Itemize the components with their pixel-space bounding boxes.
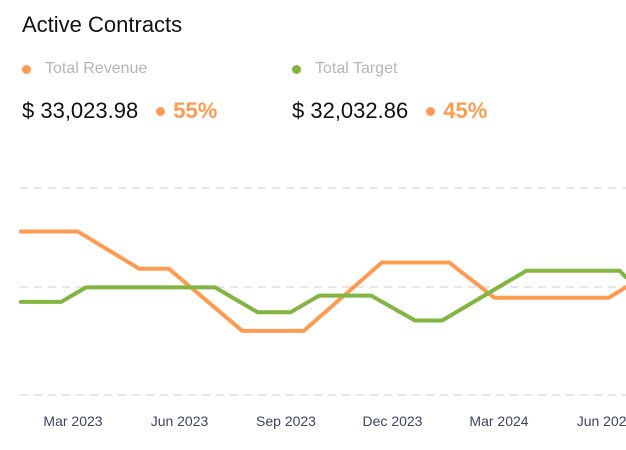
x-tick-label: Sep 2023 xyxy=(256,413,316,429)
x-tick-label: Jun 2023 xyxy=(151,413,209,429)
revenue-percent: 55% xyxy=(173,98,218,123)
legend-item-revenue[interactable]: Total Revenue xyxy=(22,60,147,78)
x-tick-label: Dec 2023 xyxy=(363,413,423,429)
legend-label: Total Target xyxy=(315,60,398,77)
legend-label: Total Revenue xyxy=(45,60,148,77)
revenue-value: $ 33,023.98 xyxy=(22,98,139,123)
target-dot-icon xyxy=(292,64,301,74)
target-percent: 45% xyxy=(443,98,488,123)
target-stat: $ 32,032.86 45% xyxy=(292,98,487,124)
series-line-1 xyxy=(18,268,626,323)
dot-icon xyxy=(156,106,166,116)
x-tick-label: Mar 2024 xyxy=(469,413,528,429)
revenue-dot-icon xyxy=(22,64,31,74)
dot-icon xyxy=(426,106,436,116)
series-line-0 xyxy=(18,229,626,333)
target-value: $ 32,032.86 xyxy=(292,98,409,123)
x-tick-label: Mar 2023 xyxy=(43,413,102,429)
x-tick-label: Jun 2024 xyxy=(577,413,626,429)
legend-item-target[interactable]: Total Target xyxy=(292,60,397,78)
revenue-stat: $ 33,023.98 55% xyxy=(22,98,217,124)
card-title: Active Contracts xyxy=(22,12,183,37)
